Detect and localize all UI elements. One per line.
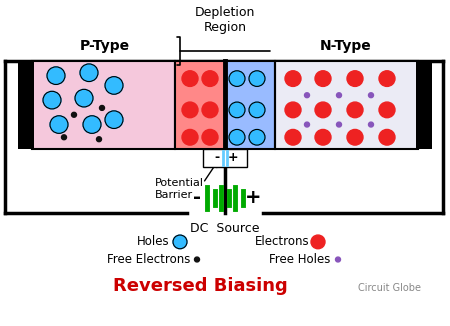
- Circle shape: [305, 93, 310, 98]
- Circle shape: [285, 129, 301, 145]
- Text: -: -: [193, 188, 201, 207]
- Circle shape: [285, 102, 301, 118]
- Text: N-Type: N-Type: [320, 39, 371, 53]
- Bar: [32, 61, 175, 149]
- Circle shape: [43, 91, 61, 109]
- Text: -: -: [215, 151, 220, 164]
- Circle shape: [249, 129, 265, 145]
- Circle shape: [311, 235, 325, 249]
- Circle shape: [379, 129, 395, 145]
- Bar: [275, 61, 418, 149]
- Circle shape: [229, 129, 245, 145]
- Circle shape: [202, 71, 218, 86]
- Text: +: +: [228, 151, 238, 164]
- Circle shape: [182, 71, 198, 86]
- Circle shape: [182, 102, 198, 118]
- Circle shape: [72, 112, 76, 117]
- Circle shape: [369, 93, 373, 98]
- Circle shape: [62, 135, 67, 140]
- Bar: [416, 61, 432, 149]
- Circle shape: [229, 102, 245, 118]
- Circle shape: [105, 111, 123, 128]
- Circle shape: [50, 116, 68, 133]
- Text: +: +: [245, 188, 261, 207]
- Text: Free Holes: Free Holes: [269, 253, 330, 266]
- Circle shape: [99, 106, 104, 111]
- Circle shape: [285, 71, 301, 86]
- Circle shape: [202, 102, 218, 118]
- Circle shape: [305, 122, 310, 127]
- Bar: [225, 61, 275, 149]
- Circle shape: [369, 122, 373, 127]
- Circle shape: [347, 102, 363, 118]
- Circle shape: [75, 89, 93, 107]
- Bar: [175, 61, 275, 149]
- Circle shape: [249, 71, 265, 86]
- Circle shape: [83, 116, 101, 133]
- Text: DC  Source: DC Source: [190, 222, 260, 235]
- Text: Holes: Holes: [137, 235, 170, 248]
- Text: P-Type: P-Type: [80, 39, 130, 53]
- Circle shape: [194, 257, 199, 262]
- Text: Reversed Biasing: Reversed Biasing: [112, 277, 288, 295]
- Circle shape: [315, 71, 331, 86]
- Bar: [203, 149, 247, 167]
- Circle shape: [336, 257, 341, 262]
- Circle shape: [182, 129, 198, 145]
- Circle shape: [173, 235, 187, 249]
- Circle shape: [347, 129, 363, 145]
- Text: Circuit Globe: Circuit Globe: [359, 283, 422, 293]
- Text: Potential
Barrier: Potential Barrier: [155, 178, 204, 200]
- Text: Electrons: Electrons: [256, 235, 310, 248]
- Text: Free Electrons: Free Electrons: [107, 253, 190, 266]
- Circle shape: [249, 102, 265, 118]
- Circle shape: [315, 102, 331, 118]
- Circle shape: [105, 77, 123, 94]
- Circle shape: [337, 93, 342, 98]
- Circle shape: [96, 137, 102, 142]
- Circle shape: [379, 102, 395, 118]
- Bar: [175, 61, 225, 149]
- Text: Depletion
Region: Depletion Region: [195, 6, 255, 34]
- Circle shape: [80, 64, 98, 82]
- Circle shape: [229, 71, 245, 86]
- Circle shape: [47, 67, 65, 84]
- Circle shape: [347, 71, 363, 86]
- Circle shape: [379, 71, 395, 86]
- Circle shape: [337, 122, 342, 127]
- Bar: [18, 61, 34, 149]
- Circle shape: [315, 129, 331, 145]
- Circle shape: [202, 129, 218, 145]
